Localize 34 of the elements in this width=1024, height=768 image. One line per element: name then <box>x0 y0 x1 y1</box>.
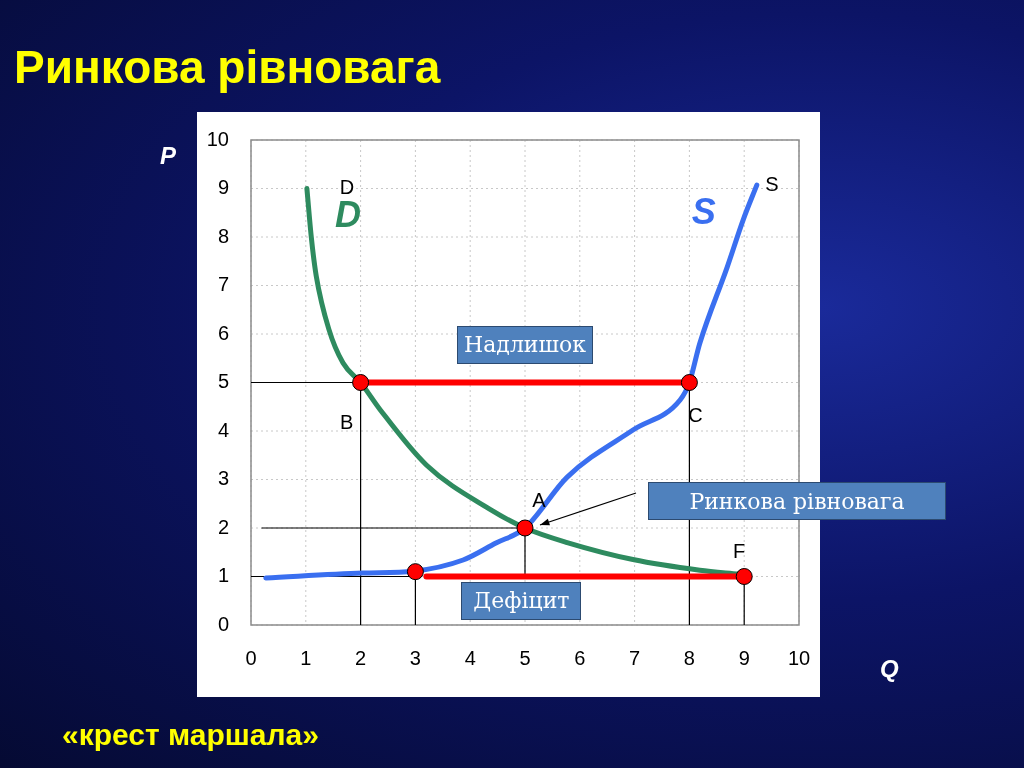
annotation: A <box>532 488 547 511</box>
annotation: F <box>733 540 746 563</box>
y-tick-label: 9 <box>217 176 229 199</box>
callout-box: Ринкова рівновага <box>648 482 946 520</box>
annotation: B <box>339 411 354 434</box>
y-tick-label: 0 <box>217 612 229 635</box>
x-tick-label: 9 <box>738 646 750 669</box>
x-tick-label: 7 <box>629 646 641 669</box>
x-tick-label: 10 <box>787 646 811 669</box>
x-tick-label: 6 <box>574 646 586 669</box>
x-tick-label: 4 <box>464 646 476 669</box>
y-tick-label: 10 <box>206 127 229 150</box>
y-tick-label: 2 <box>217 515 229 538</box>
x-tick-label: 5 <box>519 646 531 669</box>
x-tick-label: 8 <box>683 646 695 669</box>
y-tick-label: 3 <box>217 467 229 490</box>
chart-title: Ринкова рівновага <box>14 40 441 94</box>
x-tick-label: 1 <box>300 646 312 669</box>
annotation: S <box>765 172 779 195</box>
y-tick-label: 6 <box>217 321 229 344</box>
text: «крест маршала» <box>62 718 319 752</box>
x-tick-label: 2 <box>355 646 367 669</box>
x-tick-label: 0 <box>245 646 257 669</box>
y-tick-label: 4 <box>217 418 229 441</box>
callout-box: Дефіцит <box>461 581 582 620</box>
y-tick-label: 8 <box>217 224 229 247</box>
y-tick-label: 5 <box>217 370 229 393</box>
callout-box: Надлишок <box>457 325 593 364</box>
y-axis-title: P <box>160 142 177 170</box>
x-axis-title: Q <box>880 655 899 683</box>
series-label: S <box>691 191 716 233</box>
y-tick-label: 7 <box>217 273 229 296</box>
x-tick-label: 3 <box>409 646 421 669</box>
y-tick-label: 1 <box>217 564 229 587</box>
